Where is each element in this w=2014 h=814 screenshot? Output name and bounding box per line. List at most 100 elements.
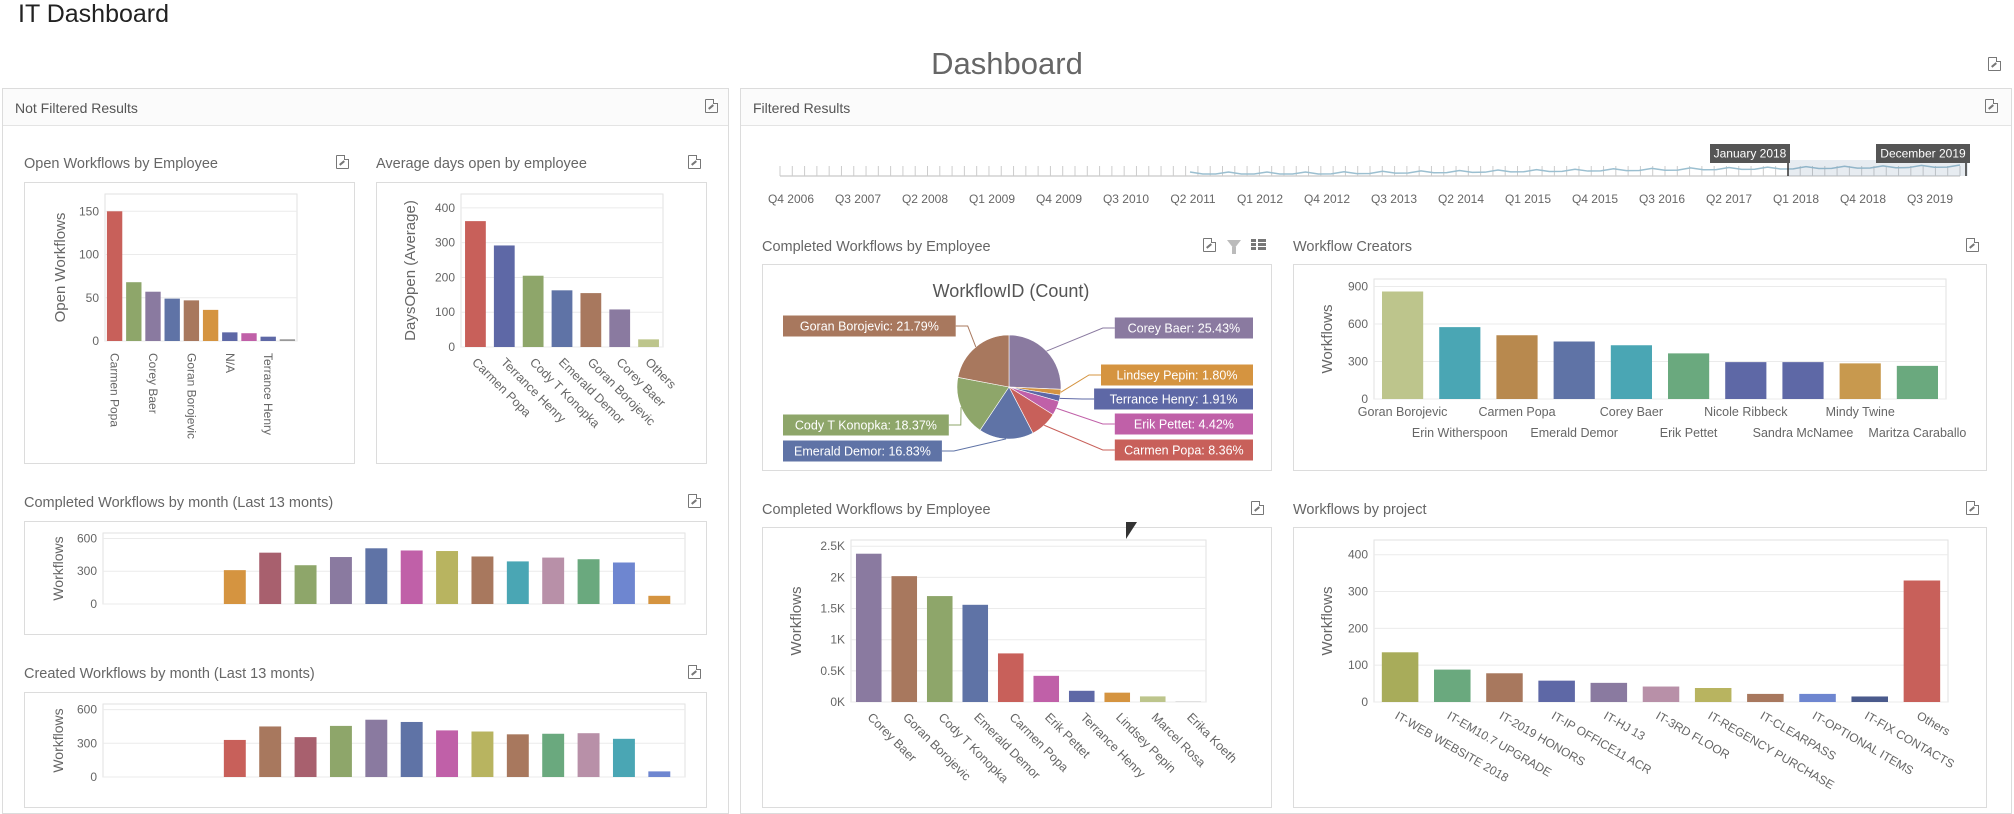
chart-card: 0 50 100 150 Carmen Popa Corey Baer Goran Boro…: [24, 182, 355, 464]
bar: [638, 339, 659, 347]
y-tick-label: 300: [77, 736, 97, 750]
range-tick-label: Q1 2018: [1773, 192, 1819, 206]
pie-label: Cody T Konopka: 18.37%: [795, 419, 937, 433]
range-selection: [1788, 160, 1968, 176]
y-tick-label: 0: [1361, 392, 1368, 406]
pie-label-box: [783, 414, 949, 436]
bar: [1851, 696, 1888, 702]
leader-line: [955, 325, 977, 348]
pie-label: Goran Borojevic: 21.79%: [800, 320, 939, 334]
y-tick-label: 0: [92, 334, 99, 348]
bar: [1747, 693, 1784, 702]
y-tick-label: 100: [435, 305, 455, 319]
bar: [222, 332, 238, 341]
bar: [1538, 680, 1575, 702]
range-tick-label: Q4 2015: [1572, 192, 1618, 206]
range-label-box: [1710, 144, 1790, 163]
export-icon[interactable]: [1966, 238, 1979, 252]
export-icon[interactable]: [688, 494, 701, 508]
bar: [1642, 686, 1680, 702]
bar: [648, 771, 671, 777]
completed-by-month-chart: 0 300 600 Workflows: [50, 531, 686, 611]
export-icon[interactable]: [1988, 57, 2001, 71]
bar: [542, 733, 565, 777]
export-icon[interactable]: [1251, 501, 1264, 515]
bar: [1381, 652, 1419, 702]
workflow-creators-chart: 0 300 600 900 Goran Borojevic Erin Witherspoo…: [1319, 278, 1966, 440]
range-selector[interactable]: January 2018 December 2019 Q4 2006 Q3 2007 Q…: [760, 140, 1980, 212]
card-title: Workflows by project: [1293, 502, 1427, 518]
bar: [612, 738, 635, 777]
export-icon[interactable]: [1985, 99, 1998, 113]
x-tick-label: Mindy Twine: [1826, 405, 1895, 419]
bar: [1068, 690, 1095, 702]
y-tick-label: 900: [1348, 280, 1368, 294]
range-tick-label: Q4 2018: [1840, 192, 1886, 206]
card-title: Completed Workflows by Employee: [762, 502, 991, 518]
leader-line: [1046, 327, 1115, 352]
y-tick-label: 1.5K: [820, 602, 845, 616]
chart-card: 0K 0.5K 1K 1.5K 2K 2.5K Corey Baer Goran Boroje…: [762, 527, 1272, 808]
y-tick-label: 100: [79, 248, 99, 262]
pie-slice: [1008, 334, 1062, 390]
y-tick-label: 2K: [830, 570, 845, 584]
bar: [126, 282, 142, 341]
export-icon[interactable]: [705, 99, 718, 113]
bar: [1553, 341, 1595, 399]
y-tick-label: 100: [1348, 658, 1368, 672]
chart-card: WorkflowID (Count) Corey Baer: 25.43% Lind…: [762, 264, 1272, 471]
bar: [223, 570, 246, 604]
x-tick-label: Nicole Ribbeck: [1704, 405, 1788, 419]
bar: [1839, 363, 1881, 399]
bar: [1610, 345, 1652, 399]
pie-label: Erik Pettet: 4.42%: [1134, 418, 1234, 432]
chart-card: 0 100 200 300 400 IT-WEB WEBSITE 2018 IT-EM10.…: [1293, 527, 1987, 808]
export-icon[interactable]: [336, 155, 349, 169]
bar: [542, 557, 565, 604]
bar: [1434, 669, 1471, 702]
bar: [1799, 693, 1836, 702]
leader-line: [1056, 407, 1115, 425]
bar: [294, 565, 317, 604]
y-tick-label: 0: [90, 597, 97, 611]
bar: [1694, 688, 1732, 702]
range-tick-label: Q4 2012: [1304, 192, 1350, 206]
bar: [223, 739, 246, 777]
grid-icon[interactable]: [1251, 239, 1266, 251]
y-tick-label: 200: [1348, 621, 1368, 635]
range-start-label: January 2018: [1714, 147, 1787, 161]
pie-slice: [957, 334, 1010, 388]
x-tick-label: Erin Witherspoon: [1412, 426, 1508, 440]
export-icon[interactable]: [688, 155, 701, 169]
y-tick-label: 400: [1348, 548, 1368, 562]
bar: [1139, 696, 1166, 702]
export-icon[interactable]: [688, 665, 701, 679]
export-icon[interactable]: [1203, 238, 1216, 252]
y-tick-label: 300: [77, 564, 97, 578]
range-tick-label: Q4 2006: [768, 192, 814, 206]
bar: [1896, 365, 1938, 399]
bar: [551, 290, 573, 347]
x-tick-label: N/A: [223, 353, 237, 373]
pie-label-box: [1114, 317, 1253, 339]
filter-icon[interactable]: [1227, 240, 1241, 254]
panel-header: Not Filtered Results: [3, 89, 728, 126]
bar: [259, 552, 282, 604]
bar: [436, 551, 459, 604]
x-tick-label: Goran Borojevic: [1358, 405, 1448, 419]
pie-label: Corey Baer: 25.43%: [1128, 322, 1241, 336]
leader-line: [941, 438, 1007, 452]
range-sparkline: [1189, 164, 1961, 175]
x-tick-label: Corey Baer: [1600, 405, 1663, 419]
bar: [329, 725, 352, 777]
bar: [648, 595, 671, 604]
export-icon[interactable]: [1966, 501, 1979, 515]
bar: [241, 333, 257, 341]
bar: [962, 604, 989, 702]
bar: [400, 721, 423, 777]
y-axis-label: Workflows: [50, 536, 66, 600]
card-title: Completed Workflows by month (Last 13 mo…: [24, 495, 334, 511]
y-tick-label: 1K: [830, 633, 845, 647]
bar: [106, 211, 123, 341]
